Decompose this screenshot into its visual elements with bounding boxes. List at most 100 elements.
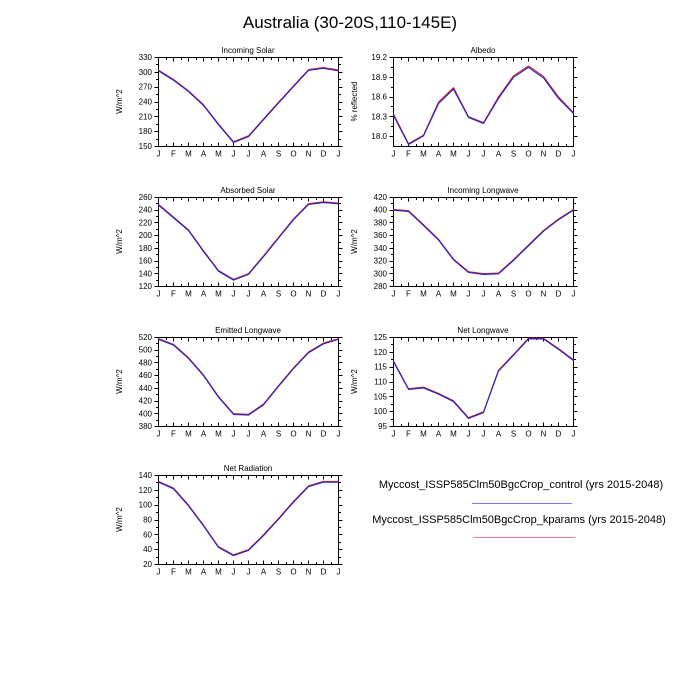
- x-tick-label: A: [496, 150, 502, 159]
- x-tick-label: J: [482, 150, 486, 159]
- x-tick-label: A: [496, 290, 502, 299]
- x-tick-label: J: [247, 150, 251, 159]
- y-tick-label: 400: [374, 206, 388, 215]
- x-tick-label: J: [467, 430, 471, 439]
- y-tick-label: 210: [139, 112, 153, 121]
- x-tick-label: M: [450, 430, 457, 439]
- y-tick-label: 80: [143, 516, 152, 525]
- x-tick-label: M: [185, 568, 192, 577]
- series-control: [392, 338, 575, 420]
- x-tick-label: F: [171, 568, 176, 577]
- x-tick-label: A: [201, 290, 207, 299]
- x-tick-label: O: [290, 290, 296, 299]
- y-tick-label: 100: [139, 501, 153, 510]
- series-kparams: [157, 480, 340, 556]
- y-tick-label: 340: [374, 244, 388, 253]
- y-tick-label: 420: [374, 193, 388, 202]
- chart-incoming-longwave: 280 300 320 340 360 380 400 420 J F M A M J J A S O N D J Inc…: [347, 185, 597, 310]
- x-tick-label: A: [261, 150, 267, 159]
- x-tick-label: M: [420, 150, 427, 159]
- x-tick-label: S: [276, 150, 281, 159]
- x-tick-label: J: [247, 290, 251, 299]
- series-control: [392, 209, 575, 275]
- y-tick-label: 200: [139, 231, 153, 240]
- x-tick-label: S: [511, 150, 516, 159]
- series-kparams: [157, 201, 340, 280]
- x-tick-label: J: [482, 290, 486, 299]
- x-tick-label: J: [157, 290, 161, 299]
- x-tick-label: O: [525, 290, 531, 299]
- legend-label-kparams: Myccost_ISSP585Clm50BgcCrop_kparams (yrs…: [372, 514, 666, 526]
- y-tick-label: 150: [139, 142, 153, 151]
- x-tick-label: A: [201, 430, 207, 439]
- x-tick-label: J: [392, 290, 396, 299]
- y-tick-label: 120: [374, 348, 388, 357]
- x-tick-label: A: [436, 290, 442, 299]
- x-tick-label: O: [290, 150, 296, 159]
- y-tick-label: 440: [139, 384, 153, 393]
- y-axis-label: W/m^2: [115, 89, 124, 114]
- y-tick-label: 95: [378, 422, 387, 431]
- x-tick-label: J: [232, 290, 236, 299]
- legend-label-control: Myccost_ISSP585Clm50BgcCrop_control (yrs…: [378, 479, 664, 491]
- x-tick-label: A: [201, 150, 207, 159]
- y-tick-label: 19.2: [371, 53, 387, 62]
- x-tick-label: S: [511, 430, 516, 439]
- x-tick-label: S: [276, 430, 281, 439]
- plot-frame: [158, 57, 339, 147]
- y-tick-label: 120: [139, 282, 153, 291]
- axis-ticks: [154, 475, 343, 565]
- y-tick-label: 400: [139, 409, 153, 418]
- x-tick-label: J: [572, 150, 576, 159]
- chart-title: Incoming Longwave: [447, 186, 519, 195]
- y-tick-label: 460: [139, 371, 153, 380]
- x-tick-label: M: [450, 150, 457, 159]
- series-kparams: [392, 65, 575, 145]
- y-tick-label: 240: [139, 98, 153, 107]
- x-tick-label: J: [482, 430, 486, 439]
- x-tick-label: M: [185, 430, 192, 439]
- y-tick-label: 105: [374, 392, 388, 401]
- y-tick-label: 280: [374, 282, 388, 291]
- y-tick-label: 18.9: [371, 73, 387, 82]
- x-tick-label: N: [541, 290, 547, 299]
- chart-net-longwave: 95 100 105 110 115 120 125 J F M A M J J A S O N D J Net Lon…: [347, 325, 597, 450]
- chart-net-radiation: 20 40 60 80 100 120 140 J F M A M J J A S O N D J Net Radiat…: [112, 463, 362, 588]
- x-tick-label: M: [215, 290, 222, 299]
- x-tick-label: N: [306, 430, 312, 439]
- x-tick-label: S: [276, 568, 281, 577]
- axis-ticks: [389, 57, 578, 147]
- x-tick-label: A: [496, 430, 502, 439]
- y-tick-label: 180: [139, 127, 153, 136]
- y-axis-label: W/m^2: [115, 369, 124, 394]
- chart-title: Albedo: [471, 46, 496, 55]
- axis-ticks: [154, 197, 343, 287]
- x-tick-label: J: [247, 430, 251, 439]
- x-tick-label: D: [321, 150, 327, 159]
- y-axis-label: W/m^2: [350, 229, 359, 254]
- x-tick-label: A: [436, 150, 442, 159]
- x-tick-label: N: [306, 150, 312, 159]
- chart-title: Net Radiation: [224, 464, 272, 473]
- x-tick-label: F: [406, 290, 411, 299]
- y-tick-label: 380: [139, 422, 153, 431]
- chart-albedo: 18.0 18.3 18.6 18.9 19.2 J F M A M J J A S O N D J Albedo%…: [347, 45, 597, 170]
- series-kparams: [157, 67, 340, 143]
- y-axis-label: W/m^2: [115, 229, 124, 254]
- x-tick-label: O: [290, 568, 296, 577]
- x-tick-label: N: [306, 568, 312, 577]
- y-tick-label: 330: [139, 53, 153, 62]
- x-tick-label: N: [541, 150, 547, 159]
- x-tick-label: J: [232, 430, 236, 439]
- y-tick-label: 140: [139, 471, 153, 480]
- x-tick-label: N: [541, 430, 547, 439]
- y-tick-label: 20: [143, 560, 152, 569]
- x-tick-label: F: [171, 150, 176, 159]
- x-tick-label: J: [467, 290, 471, 299]
- y-tick-label: 18.0: [371, 132, 387, 141]
- series-control: [157, 202, 340, 281]
- chart-emitted-longwave: 380 400 420 440 460 480 500 520 J F M A M J J A S O N D J Emi…: [112, 325, 362, 450]
